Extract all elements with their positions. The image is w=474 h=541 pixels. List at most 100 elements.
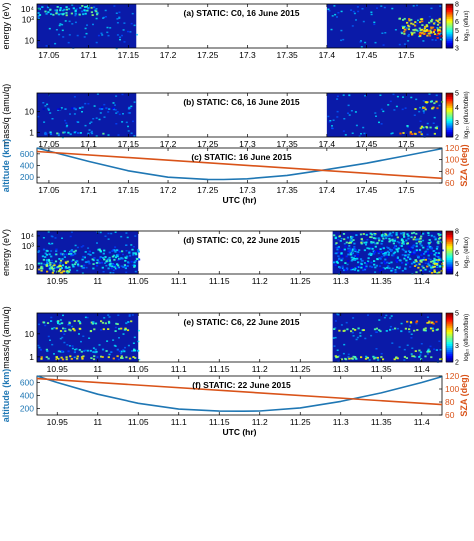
feature-cell [433,235,436,238]
feature-cell [136,258,139,260]
noise-speck [398,346,401,348]
feature-cell [89,349,92,352]
noise-speck [342,38,345,41]
feature-cell [104,256,107,258]
noise-speck [42,102,45,104]
feature-cell [351,268,354,271]
feature-cell [422,258,425,261]
noise-speck [332,119,335,121]
noise-speck [130,357,133,360]
noise-speck [61,23,64,26]
noise-speck [95,135,98,137]
noise-speck [122,333,125,335]
noise-speck [341,267,344,270]
feature-cell [391,269,394,272]
feature-cell [352,257,355,260]
feature-cell [412,245,415,247]
colorbar-tick-label: 5 [455,311,459,318]
noise-speck [355,124,358,127]
feature-cell [48,260,51,262]
feature-cell [70,249,74,251]
noise-speck [37,16,40,19]
noise-speck [420,131,422,133]
feature-cell [415,242,418,245]
feature-cell [125,322,128,325]
x-tick-label: 17.35 [277,50,299,60]
x-tick-label: 17.45 [356,139,378,149]
noise-speck [342,94,345,96]
feature-cell [428,264,431,267]
feature-cell [431,107,434,110]
feature-cell [111,255,114,258]
feature-cell [428,239,431,241]
feature-cell [417,256,420,258]
feature-1 [42,106,131,111]
noise-speck [401,25,404,27]
feature-cell [400,330,403,333]
noise-speck [386,246,389,248]
feature-cell [426,350,429,353]
feature-cell [55,356,58,359]
noise-speck [403,249,406,252]
feature-cell [419,242,422,245]
colorbar-step [446,38,453,42]
feature-cell [74,260,77,263]
feature-cell [350,267,353,270]
noise-speck [350,110,353,112]
noise-speck [115,95,118,97]
feature-cell [333,261,336,264]
noise-speck [331,15,334,17]
feature-cell [65,14,68,17]
noise-speck [401,108,404,111]
colorbar-tick-label: 5 [455,261,459,268]
feature-cell [413,251,416,254]
noise-speck [104,9,107,12]
feature-cell [387,265,390,268]
feature-cell [427,254,430,257]
feature-cell [423,253,426,255]
feature-cell [61,13,64,16]
feature-cell [89,253,92,256]
x-tick-label: 17.1 [80,50,97,60]
feature-cell [408,328,411,331]
noise-speck [419,120,422,122]
feature-cell [419,237,422,240]
plot-frame [36,92,443,138]
feature-cell [40,356,43,359]
feature-cell [365,233,368,236]
y-tick-label: 600 [20,378,34,388]
feature-cell [404,28,407,31]
noise-speck [44,105,47,107]
feature-cell [425,24,428,26]
feature-cell [64,267,67,270]
feature-cell [347,247,350,250]
feature-cell [88,250,91,253]
feature-cell [421,24,424,26]
noise-speck [390,315,393,317]
feature-cell [47,258,50,261]
x-tick-label: 11.15 [209,364,230,374]
noise-speck [98,262,101,264]
feature-cell [435,19,438,22]
x-tick-label: 11.25 [290,276,311,286]
feature-cell [91,258,94,261]
noise-speck [356,6,359,8]
feature-cell [131,248,134,251]
noise-speck [417,19,419,22]
noise-speck [365,244,367,246]
noise-speck [359,332,362,334]
feature-cell [134,259,137,262]
feature-cell [403,17,406,20]
feature-cell [69,329,72,332]
x-tick-label: 17.4 [319,185,336,195]
feature-cell [55,250,58,252]
feature-cell [345,241,348,244]
feature-1 [39,348,140,354]
noise-speck [419,106,422,109]
feature-cell [388,237,391,240]
feature-cell [409,258,412,260]
noise-speck [364,41,367,44]
